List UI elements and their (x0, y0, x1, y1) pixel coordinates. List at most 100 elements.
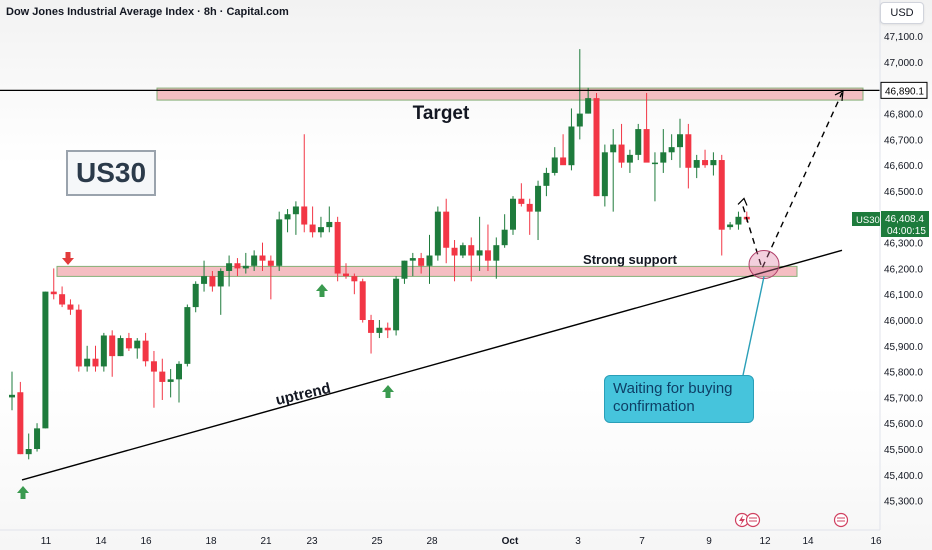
candle-body (100, 335, 107, 367)
current-price-label: 46,408.4 (885, 214, 924, 225)
lightning-glyph (739, 515, 745, 526)
candle-body (735, 216, 742, 225)
time-tick-label: 28 (426, 536, 438, 547)
candle-body (17, 392, 24, 455)
target-price-box (880, 81, 928, 99)
candle-body (159, 371, 166, 382)
flag-event-icon (833, 512, 849, 528)
price-tick-label: 46,800.0 (884, 110, 923, 121)
candle-body (25, 449, 32, 455)
candle-body (476, 250, 483, 256)
price-tick-label: 46,200.0 (884, 264, 923, 275)
symbol-tag-label: US30 (856, 215, 880, 226)
candle-body (109, 335, 116, 357)
time-tick-label: 16 (140, 536, 152, 547)
candle-body (59, 294, 66, 305)
candle-body (393, 278, 400, 331)
candle-body (643, 129, 650, 163)
target-price-label: 46,890.1 (885, 86, 924, 97)
symbol-tag (852, 212, 880, 226)
candle-body (259, 255, 266, 261)
candle-body (150, 361, 157, 372)
candle-body (125, 338, 132, 349)
support-label: Strong support (583, 252, 678, 267)
candle-body (301, 206, 308, 225)
time-tick-label: 25 (371, 536, 383, 547)
candle-body (326, 221, 333, 228)
candle-body (92, 358, 99, 367)
candle-body (242, 265, 249, 269)
candle-body (234, 263, 241, 269)
projection-arrowhead-start (737, 197, 748, 206)
candle-body (426, 255, 433, 266)
time-tick-label: 7 (639, 536, 645, 547)
candle-body (618, 144, 625, 163)
candle-body (134, 340, 141, 349)
projection-path (742, 92, 843, 271)
candle-body (434, 211, 441, 256)
candle-body (84, 358, 91, 367)
candle-body (50, 291, 57, 295)
time-axis[interactable]: 11 14 16 18 21 23 25 28 Oct 3 7 9 12 14 16 (0, 512, 882, 548)
candle-body (601, 152, 608, 197)
candle-body (585, 98, 592, 114)
countdown-label: 04:00:15 (887, 226, 926, 237)
candle-body (685, 134, 692, 168)
chart-title: Dow Jones Industrial Average Index · 8h … (6, 6, 289, 18)
candle-body (576, 113, 583, 127)
zones-layer (56, 87, 864, 277)
candle-body (551, 157, 558, 173)
chart-labels: Target Strong support uptrend (274, 103, 678, 409)
note-pointer-line (741, 276, 765, 381)
candle-body (309, 224, 316, 233)
candle-body (443, 211, 450, 248)
time-tick-label: 12 (759, 536, 771, 547)
uptrend-label: uptrend (274, 380, 332, 409)
candle-body (292, 206, 299, 215)
price-tick-label: 46,700.0 (884, 135, 923, 146)
projection-arrowhead (834, 89, 844, 102)
candle-body (677, 134, 683, 148)
current-price-box (881, 211, 929, 237)
price-tick-label: 46,500.0 (884, 187, 923, 198)
candle-body (334, 221, 341, 274)
buy-signal-arrow (382, 385, 394, 398)
candle-body (510, 198, 516, 230)
candle-body (34, 428, 41, 449)
target-label: Target (413, 103, 470, 124)
candle-body (201, 276, 208, 284)
time-tick-label: 3 (575, 536, 581, 547)
time-tick-label: 23 (306, 536, 318, 547)
price-tick-label: 45,400.0 (884, 471, 923, 482)
candle-body (317, 227, 324, 233)
price-tick-label: 45,300.0 (884, 497, 923, 508)
price-tick-label: 46,000.0 (884, 316, 923, 327)
price-axis[interactable]: 47,100.047,000.046,900.046,800.046,700.0… (852, 0, 929, 530)
candle-body (376, 327, 383, 333)
uptrend-line (21, 249, 843, 481)
time-tick-label: 11 (41, 536, 52, 547)
candle-body (276, 219, 283, 266)
candle-body (176, 363, 182, 380)
currency-button[interactable]: USD (880, 2, 924, 24)
candle-body (226, 263, 233, 271)
time-tick-label: 9 (706, 536, 712, 547)
candle-body (718, 160, 725, 230)
candle-body (384, 327, 391, 331)
price-tick-label: 45,700.0 (884, 393, 923, 404)
candle-body (75, 309, 82, 367)
price-tick-label: 45,600.0 (884, 419, 923, 430)
candle-body (359, 281, 366, 320)
candle-body (668, 147, 675, 153)
candle-body (401, 260, 408, 279)
candle-body (593, 98, 600, 197)
candle-body (284, 214, 291, 220)
candle-body (568, 126, 575, 166)
candle-body (560, 157, 567, 166)
price-tick-label: 45,800.0 (884, 368, 923, 379)
candle-body (693, 160, 700, 168)
candle-body (42, 291, 49, 429)
candle-body (409, 258, 416, 261)
buy-signal-arrow (17, 486, 29, 499)
